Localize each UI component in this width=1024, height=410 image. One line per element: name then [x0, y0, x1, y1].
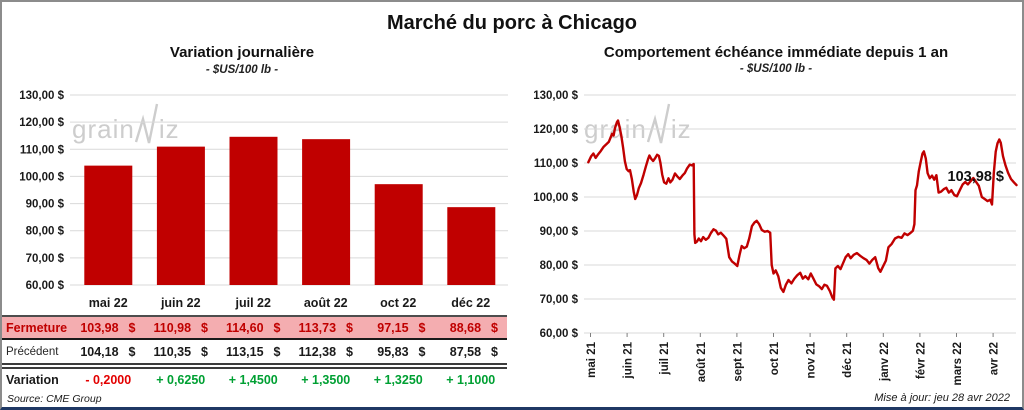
line-chart-subtitle: - $US/100 lb -: [739, 63, 813, 75]
y-axis-label: 90,00 $: [540, 226, 579, 238]
price-cell: + 1,1000: [446, 373, 496, 387]
price-cell: + 1,3250: [373, 373, 423, 387]
price-cell: + 0,6250: [156, 373, 206, 387]
y-axis-label: 70,00 $: [540, 294, 579, 306]
table-row-precedent: Précédent 104,18 $ 110,35 $ 113,15 $ 112,38 $ 95,…: [2, 340, 507, 363]
price-cell: 103,98 $: [80, 320, 136, 335]
table-header-row: mai 22 juin 22 juil 22 août 22 oct 22 déc 22: [2, 290, 507, 315]
price-cell: - 0,2000: [85, 373, 132, 387]
updated-note: Mise à jour: jeu 28 avr 2022: [874, 392, 1010, 404]
line-chart-title: Comportement échéance immédiate depuis 1…: [603, 44, 949, 61]
x-axis-label: mars 22: [952, 342, 964, 385]
bar-mai 22: [84, 165, 133, 285]
x-axis-label: avr 22: [989, 342, 1001, 375]
x-axis-label: août 21: [696, 341, 708, 382]
table-double-divider: [2, 363, 507, 369]
x-axis-label: févr 22: [915, 342, 927, 379]
last-price-annotation: 103,98 $: [948, 169, 1004, 185]
x-axis-label: oct 21: [769, 341, 781, 375]
page-title: Marché du porc à Chicago: [386, 12, 638, 34]
y-axis-label: 120,00 $: [19, 117, 64, 129]
y-axis-label: 70,00 $: [26, 253, 65, 265]
y-axis-label: 100,00 $: [533, 192, 578, 204]
bar-oct 22: [374, 184, 423, 285]
table-row-fermeture: Fermeture 103,98 $ 110,98 $ 114,60 $ 113,73 $ 97,…: [2, 315, 507, 340]
y-axis-label: 100,00 $: [19, 171, 64, 183]
x-axis-label: juin 21: [623, 341, 635, 379]
x-axis-label: juil 21: [659, 341, 671, 375]
bar-chart-subtitle: - $US/100 lb -: [205, 64, 279, 76]
month-header: août 22: [303, 295, 348, 310]
x-axis-label: déc 21: [842, 341, 854, 377]
price-cell: 113,73 $: [298, 320, 354, 335]
price-cell: 95,83 $: [377, 344, 426, 359]
y-axis-label: 130,00 $: [19, 90, 64, 102]
month-header: mai 22: [88, 295, 128, 310]
line-chart: 130,00 $ 120,00 $ 110,00 $ 100,00 $ 90,00 $ 8…: [533, 90, 1018, 385]
y-axis-label: 80,00 $: [26, 226, 65, 238]
watermark-text-prefix: grain: [72, 114, 135, 144]
row-label: Variation: [6, 373, 59, 387]
bar-août 22: [302, 139, 351, 285]
bar-chart-title: Variation journalière: [169, 44, 315, 61]
bar-déc 22: [447, 207, 496, 285]
price-cell: 104,18 $: [80, 344, 136, 359]
price-cell: 110,35 $: [153, 344, 209, 359]
y-axis-label: 130,00 $: [533, 90, 578, 102]
y-axis-label: 80,00 $: [540, 260, 579, 272]
x-axis-label: janv 22: [879, 342, 891, 382]
month-header: juil 22: [235, 295, 271, 310]
y-axis-label: 110,00 $: [20, 144, 65, 156]
price-cell: + 1,4500: [228, 373, 278, 387]
bar-juin 22: [156, 146, 205, 285]
bar-chart: 130,00 $ 120,00 $ 110,00 $ 100,00 $ 90,00 $ 8…: [19, 90, 508, 290]
price-cell: 87,58 $: [449, 344, 498, 359]
source-note: Source: CME Group: [7, 393, 102, 405]
month-header: oct 22: [380, 295, 417, 310]
y-axis-label: 90,00 $: [26, 199, 65, 211]
grainwiz-zigzag-icon: [646, 103, 671, 144]
price-cell: 110,98 $: [153, 320, 209, 335]
price-cell: + 1,3500: [301, 373, 351, 387]
y-axis-label: 60,00 $: [540, 328, 579, 340]
x-axis-label: nov 21: [806, 341, 818, 378]
row-label: Précédent: [6, 345, 59, 358]
price-cell: 112,38 $: [298, 344, 354, 359]
price-cell: 113,15 $: [226, 344, 281, 359]
month-header: déc 22: [451, 295, 491, 310]
bar-juil 22: [229, 136, 278, 285]
price-cell: 88,68 $: [449, 320, 498, 335]
price-cell: 114,60 $: [226, 320, 281, 335]
row-label: Fermeture: [6, 320, 68, 335]
price-cell: 97,15 $: [377, 320, 426, 335]
x-axis-label: sept 21: [732, 341, 744, 381]
y-axis-label: 120,00 $: [533, 124, 578, 136]
grainwiz-zigzag-icon: [134, 103, 159, 144]
y-axis-label: 60,00 $: [26, 280, 65, 290]
price-line: [587, 119, 1018, 301]
month-header: juin 22: [160, 295, 201, 310]
table-row-variation: Variation - 0,2000 + 0,6250 + 1,4500 + 1,350…: [2, 369, 507, 391]
y-axis-label: 110,00 $: [534, 158, 579, 170]
x-axis-label: mai 21: [586, 341, 598, 377]
